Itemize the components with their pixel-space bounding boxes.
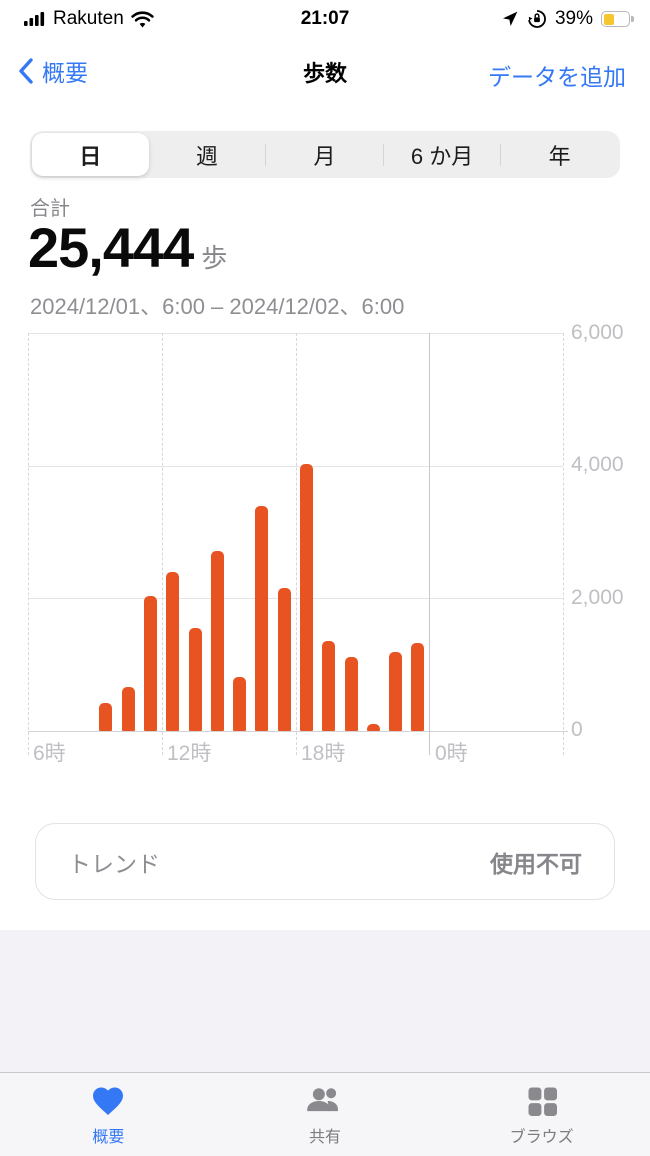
tab-summary-label: 概要 bbox=[92, 1129, 125, 1146]
steps-bar-hour-20[interactable] bbox=[344, 657, 358, 731]
gridline-hour-24 bbox=[429, 333, 431, 755]
battery-percent-label: 39% bbox=[554, 8, 593, 29]
steps-bar-hour-10[interactable] bbox=[121, 687, 135, 731]
y-axis-tick: 2,000 bbox=[571, 586, 624, 609]
segment-divider bbox=[500, 143, 502, 166]
gridline-hour-18 bbox=[295, 333, 297, 755]
steps-bar-hour-16[interactable] bbox=[255, 506, 269, 731]
wifi-icon bbox=[131, 11, 154, 27]
tab-browse[interactable]: ブラウズ bbox=[433, 1073, 650, 1156]
orientation-lock-icon bbox=[528, 10, 546, 28]
steps-unit-label: 歩 bbox=[201, 243, 228, 273]
steps-bar-hour-12[interactable] bbox=[166, 572, 180, 731]
steps-bar-hour-14[interactable] bbox=[210, 550, 224, 731]
total-steps-value: 25,444 bbox=[28, 216, 194, 279]
tab-sharing-label: 共有 bbox=[309, 1129, 342, 1146]
carrier-label: Rakuten bbox=[53, 8, 124, 29]
tab-summary[interactable]: 概要 bbox=[0, 1073, 217, 1156]
grid-icon bbox=[520, 1081, 564, 1121]
tab-sharing[interactable]: 共有 bbox=[217, 1073, 434, 1156]
segment-six-months[interactable]: 6 か月 bbox=[410, 143, 474, 169]
people-icon bbox=[303, 1081, 347, 1121]
page-title: 歩数 bbox=[302, 61, 347, 86]
back-button[interactable]: 概要 bbox=[18, 54, 88, 88]
status-bar: Rakuten 21:07 39% bbox=[0, 0, 650, 44]
clock-label: 21:07 bbox=[300, 8, 350, 29]
segment-month[interactable]: 月 bbox=[313, 143, 336, 169]
x-axis-tick: 6時 bbox=[33, 742, 66, 765]
steps-bar-chart[interactable] bbox=[28, 333, 568, 755]
segment-divider bbox=[382, 143, 384, 166]
trend-unavailable-value: 使用不可 bbox=[490, 850, 582, 877]
steps-bar-hour-22[interactable] bbox=[389, 652, 403, 731]
navigation-bar: 概要 歩数 データを追加 bbox=[0, 50, 650, 98]
status-right: 39% bbox=[501, 8, 634, 30]
steps-bar-hour-18[interactable] bbox=[300, 464, 313, 731]
y-axis-tick: 0 bbox=[571, 718, 583, 741]
x-axis-tick: 18時 bbox=[301, 742, 346, 765]
steps-bar-hour-21[interactable] bbox=[366, 724, 380, 731]
add-data-button[interactable]: データを追加 bbox=[488, 64, 626, 90]
steps-bar-hour-23[interactable] bbox=[411, 642, 425, 731]
x-axis-tick: 12時 bbox=[167, 742, 212, 765]
segment-year[interactable]: 年 bbox=[548, 143, 571, 169]
battery-icon bbox=[601, 11, 634, 27]
y-axis-tick: 6,000 bbox=[571, 321, 624, 344]
tab-bar: 概要 共有 ブラウズ bbox=[0, 1072, 650, 1156]
steps-bar-hour-19[interactable] bbox=[322, 640, 336, 731]
total-value-row: 25,444 歩 bbox=[28, 215, 227, 280]
gridline-hour-30 bbox=[563, 333, 564, 755]
x-axis-tick: 0時 bbox=[435, 742, 468, 765]
trend-card[interactable]: トレンド 使用不可 bbox=[35, 823, 615, 900]
cellular-signal-icon bbox=[24, 12, 45, 26]
total-label: 合計 bbox=[30, 198, 70, 220]
date-range-label: 2024/12/01、6:00 – 2024/12/02、6:00 bbox=[30, 294, 405, 319]
gridline-hour-12 bbox=[161, 333, 163, 755]
time-range-segmented-control: 日 週 月 6 か月 年 bbox=[30, 131, 620, 178]
steps-bar-hour-13[interactable] bbox=[188, 628, 202, 731]
status-left: Rakuten bbox=[24, 8, 154, 30]
y-axis-tick: 4,000 bbox=[571, 453, 624, 476]
steps-bar-hour-15[interactable] bbox=[233, 676, 247, 731]
tab-browse-label: ブラウズ bbox=[509, 1129, 574, 1146]
steps-bar-hour-11[interactable] bbox=[143, 596, 157, 731]
steps-bar-hour-17[interactable] bbox=[277, 587, 291, 731]
gridline-hour-6 bbox=[28, 333, 29, 755]
gridline-y-0 bbox=[28, 731, 568, 732]
heart-icon bbox=[86, 1081, 130, 1121]
back-button-label: 概要 bbox=[42, 60, 88, 86]
segment-divider bbox=[265, 143, 267, 166]
segment-day[interactable]: 日 bbox=[32, 133, 149, 176]
segment-week[interactable]: 週 bbox=[195, 143, 218, 169]
steps-bar-hour-9[interactable] bbox=[99, 703, 113, 731]
trend-label: トレンド bbox=[68, 850, 160, 877]
chevron-left-icon bbox=[19, 58, 33, 84]
location-arrow-icon bbox=[502, 11, 518, 27]
